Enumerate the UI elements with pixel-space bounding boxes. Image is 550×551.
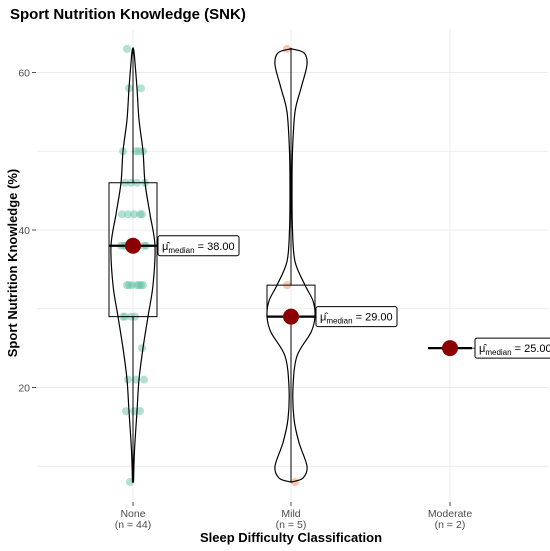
- data-point: [136, 407, 144, 416]
- category-group-none: μ̂median = 38.00: [108, 44, 240, 486]
- median-label-box: [315, 306, 398, 328]
- y-axis-title: Sport Nutrition Knowledge (%): [5, 169, 20, 357]
- median-point: [125, 237, 141, 254]
- data-point: [283, 44, 291, 53]
- median-label: μ̂median = 25.00: [474, 337, 550, 359]
- category-group-moderate: μ̂median = 25.00: [428, 337, 550, 359]
- median-subscript: median: [168, 246, 194, 255]
- data-point: [122, 407, 130, 416]
- median-label: μ̂median = 29.00: [315, 306, 398, 328]
- y-tick-label: 20: [18, 383, 30, 395]
- median-symbol: μ̂: [320, 312, 328, 324]
- median-value: = 29.00: [353, 312, 393, 324]
- median-symbol: μ̂: [479, 343, 487, 355]
- median-label: μ̂median = 38.00: [157, 235, 240, 257]
- data-point: [124, 375, 132, 384]
- data-point: [291, 478, 299, 486]
- data-point: [118, 210, 126, 219]
- x-tick-label-mild: Mild: [281, 508, 300, 520]
- grid-layer: [37, 30, 548, 502]
- y-tick-label: 60: [18, 68, 30, 80]
- data-point: [137, 84, 145, 93]
- y-tick-label: 40: [18, 225, 30, 237]
- category-group-mild: μ̂median = 29.00: [266, 44, 398, 486]
- data-point: [138, 344, 146, 353]
- data-point: [124, 210, 132, 219]
- violin-outline: [110, 47, 156, 483]
- x-tick-count-moderate: (n = 2): [435, 519, 466, 531]
- median-label-box: [474, 337, 550, 359]
- median-label-box: [157, 235, 240, 257]
- data-point: [125, 281, 133, 290]
- median-symbol: μ̂: [162, 241, 170, 253]
- chart-title: Sport Nutrition Knowledge (SNK): [10, 6, 246, 23]
- median-label-text: μ̂median = 25.00: [479, 343, 550, 357]
- median-subscript: median: [326, 317, 352, 326]
- data-point: [130, 407, 138, 416]
- violin-outline: [266, 47, 316, 483]
- x-tick-label-none: None: [120, 508, 145, 520]
- data-point: [135, 281, 143, 290]
- x-axis-title: Sleep Difficulty Classification: [200, 530, 382, 545]
- median-value: = 38.00: [195, 241, 235, 253]
- median-point: [442, 340, 458, 357]
- median-label-text: μ̂median = 38.00: [162, 241, 235, 255]
- data-point: [130, 210, 138, 219]
- median-value: = 25.00: [512, 343, 550, 355]
- data-point: [136, 210, 144, 219]
- median-label-text: μ̂median = 29.00: [320, 312, 393, 326]
- axis-layer: 20 40 60 None(n = 44) Mild(n = 5) Moderate(n …: [18, 68, 472, 532]
- data-point: [140, 375, 148, 384]
- x-tick-count-mild: (n = 5): [276, 519, 307, 531]
- plot-layer: μ̂median = 38.00μ̂median = 29.00μ̂median…: [108, 44, 550, 486]
- x-tick-label-moderate: Moderate: [428, 508, 473, 520]
- median-point: [283, 308, 299, 325]
- x-tick-count-none: (n = 44): [115, 519, 151, 531]
- median-subscript: median: [485, 348, 511, 357]
- data-point: [123, 44, 131, 53]
- data-point: [132, 375, 140, 384]
